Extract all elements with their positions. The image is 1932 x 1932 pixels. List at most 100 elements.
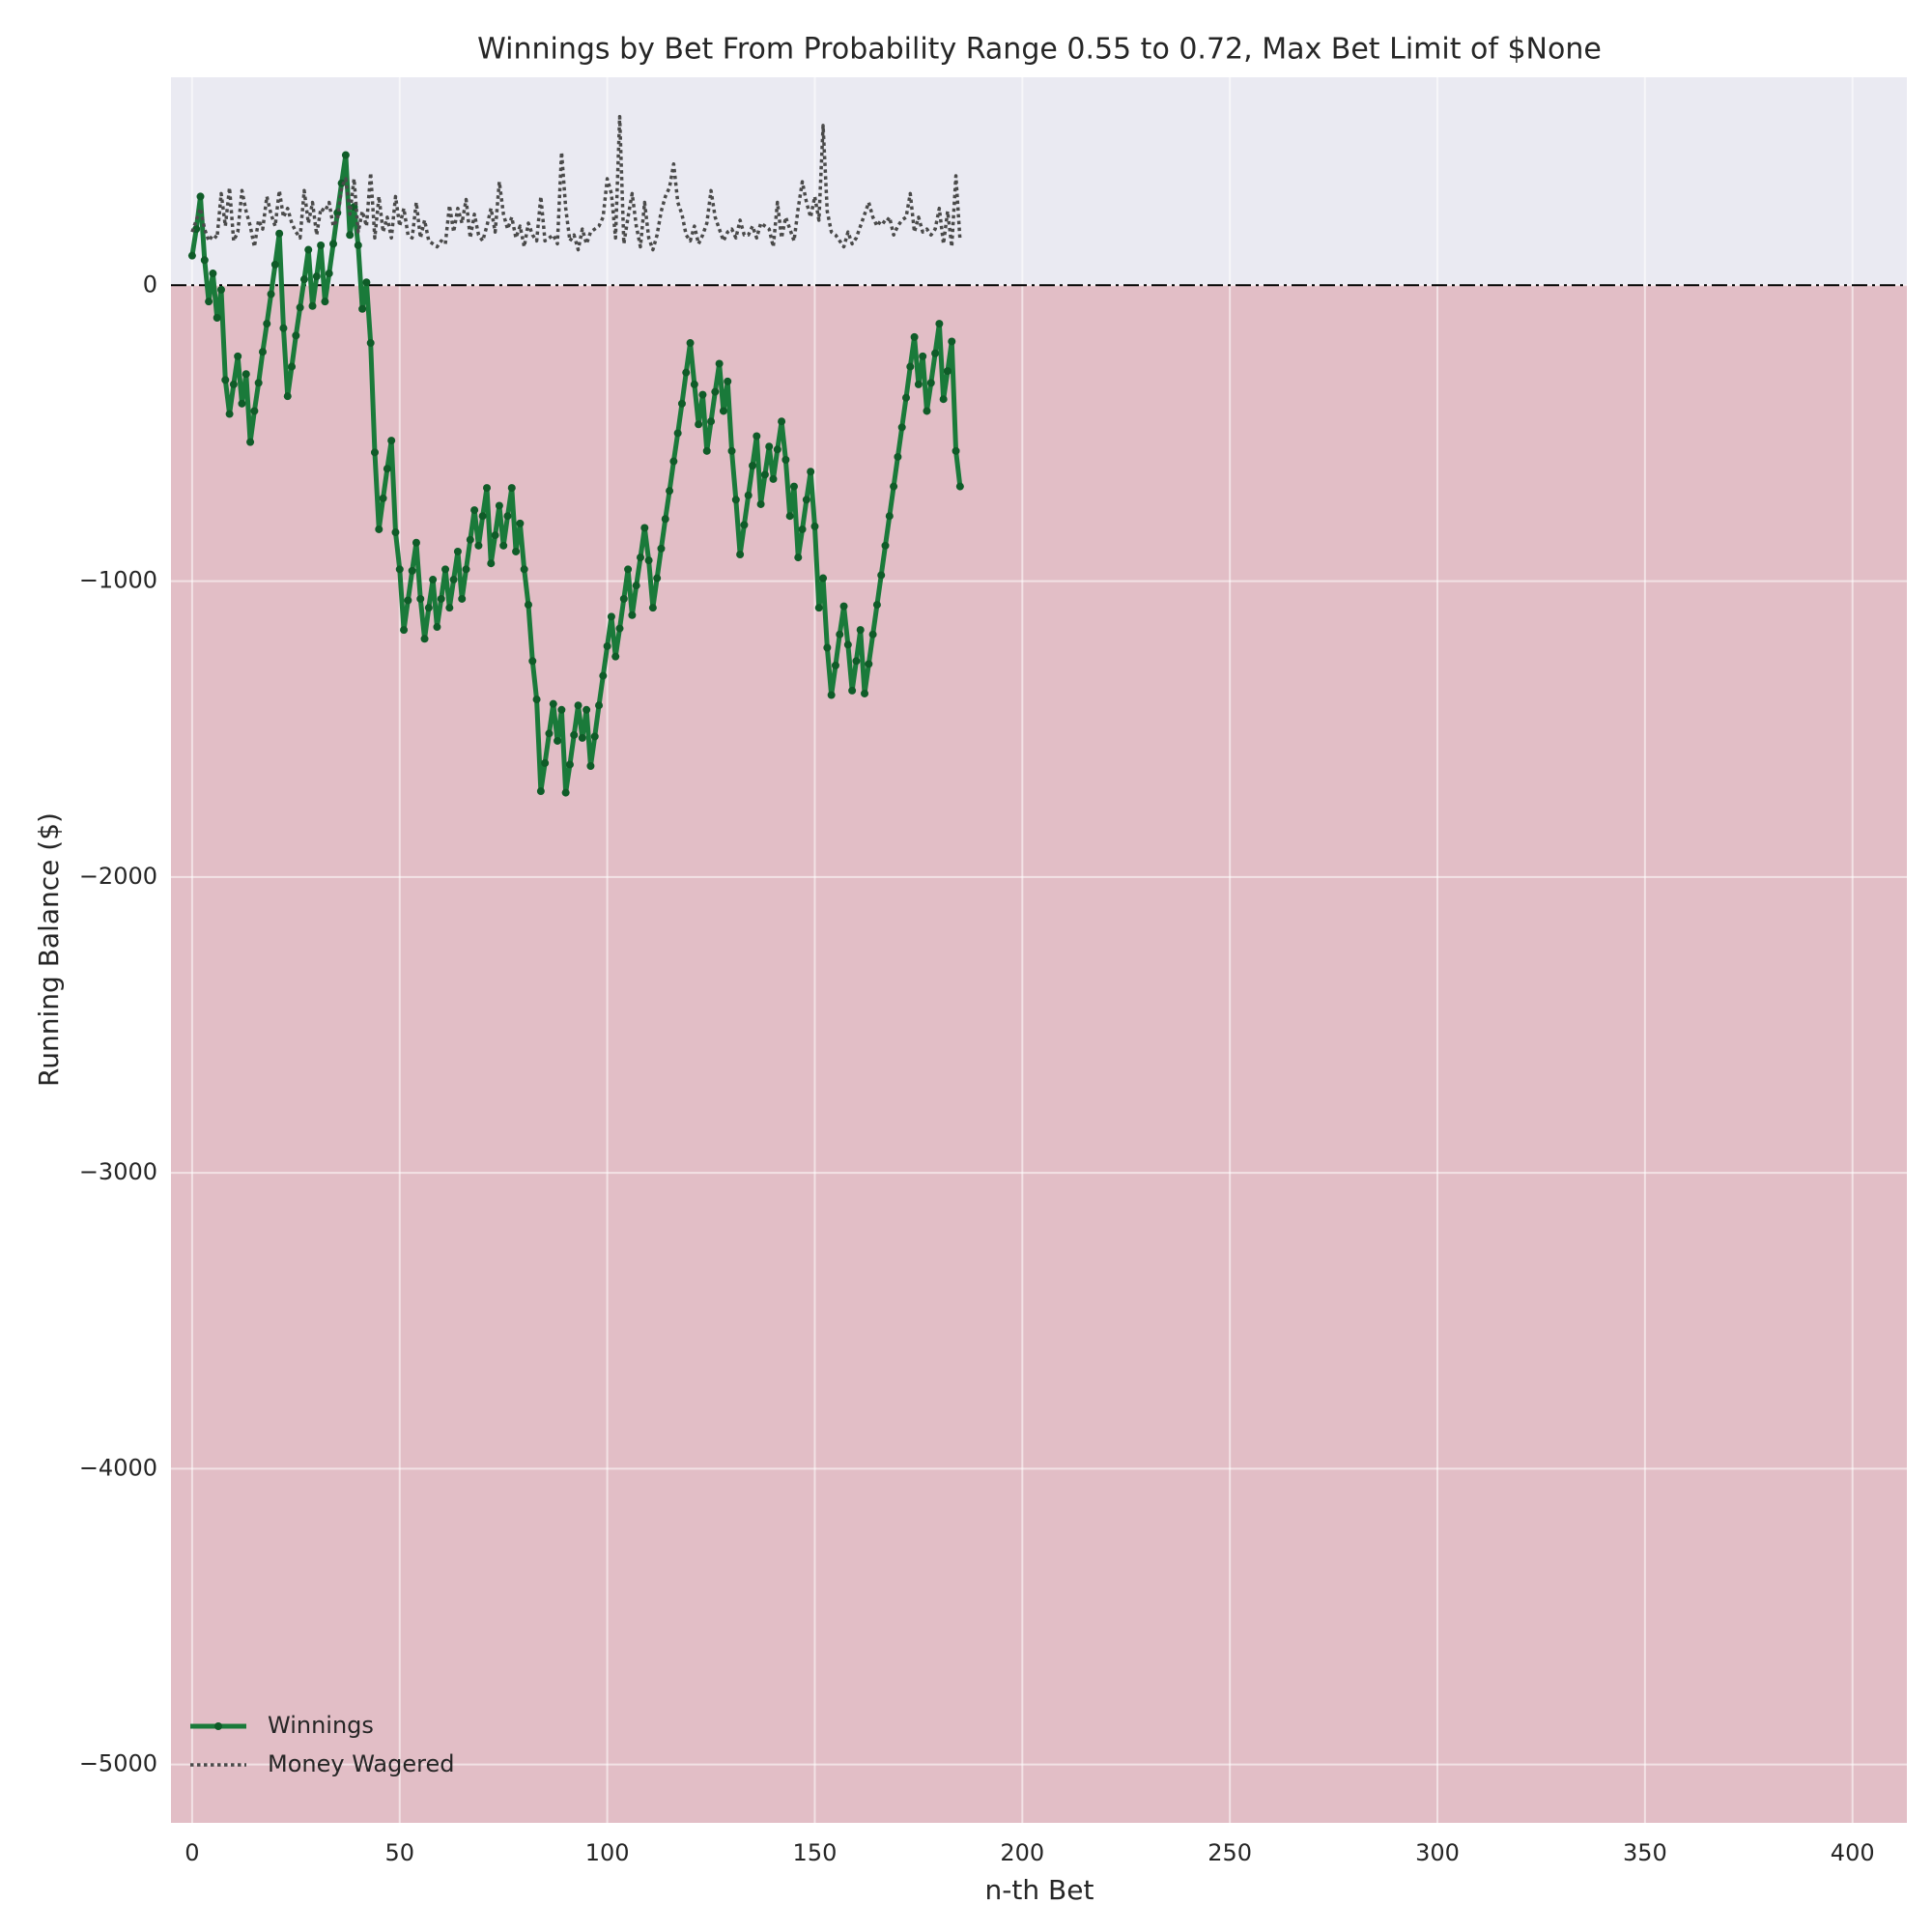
series-marker	[897, 423, 906, 432]
series-marker	[624, 565, 633, 574]
series-marker	[242, 370, 250, 379]
chart-title: Winnings by Bet From Probability Range 0…	[477, 33, 1602, 67]
series-marker	[304, 245, 313, 254]
series-marker	[890, 482, 898, 491]
series-marker	[955, 482, 964, 491]
x-tick-label: 150	[793, 1839, 838, 1866]
series-marker	[308, 301, 317, 310]
series-marker	[881, 541, 890, 550]
series-marker	[856, 626, 865, 635]
series-marker	[644, 556, 653, 565]
series-marker	[640, 524, 649, 532]
series-marker	[632, 582, 640, 590]
series-marker	[187, 251, 196, 260]
series-marker	[312, 272, 321, 281]
series-marker	[661, 515, 669, 524]
series-marker	[250, 407, 259, 415]
x-tick-label: 50	[384, 1839, 414, 1866]
series-marker	[296, 303, 304, 312]
x-tick-label: 350	[1623, 1839, 1667, 1866]
series-marker	[420, 635, 429, 643]
y-tick-label: −1000	[79, 567, 157, 594]
series-marker	[686, 339, 695, 348]
series-marker	[358, 304, 367, 313]
series-marker	[429, 576, 438, 584]
series-marker	[370, 448, 379, 457]
series-marker	[935, 320, 944, 328]
series-marker	[727, 446, 736, 455]
series-marker	[749, 462, 757, 470]
series-marker	[628, 611, 637, 619]
series-marker	[449, 576, 458, 584]
series-marker	[437, 594, 445, 603]
series-marker	[814, 604, 823, 612]
series-marker	[901, 393, 910, 402]
series-marker	[375, 525, 384, 533]
series-marker	[574, 701, 582, 710]
series-marker	[781, 456, 790, 465]
legend-marker	[214, 1722, 222, 1730]
series-marker	[200, 256, 209, 265]
series-marker	[554, 736, 562, 745]
series-marker	[229, 380, 238, 388]
series-marker	[192, 225, 201, 234]
series-marker	[507, 484, 516, 493]
series-marker	[760, 470, 769, 479]
series-marker	[707, 417, 716, 426]
series-marker	[299, 275, 308, 284]
series-marker	[470, 506, 479, 515]
series-marker	[807, 468, 815, 476]
y-tick-label: −3000	[79, 1158, 157, 1185]
series-marker	[254, 379, 263, 387]
series-marker	[283, 392, 292, 401]
series-marker	[827, 691, 836, 699]
series-marker	[952, 446, 960, 455]
series-marker	[325, 270, 333, 278]
series-marker	[578, 733, 586, 742]
series-marker	[404, 596, 412, 605]
series-marker	[512, 547, 521, 555]
series-marker	[499, 541, 508, 550]
x-axis-label: n-th Bet	[985, 1874, 1094, 1906]
series-marker	[279, 324, 288, 332]
series-marker	[690, 380, 698, 388]
series-marker	[292, 331, 300, 340]
series-marker	[765, 442, 774, 451]
series-marker	[778, 417, 786, 426]
series-marker	[939, 395, 948, 404]
series-marker	[852, 657, 861, 666]
series-marker	[794, 554, 803, 562]
series-marker	[528, 657, 537, 666]
series-marker	[524, 601, 532, 610]
series-marker	[561, 788, 570, 797]
y-tick-label: −2000	[79, 863, 157, 890]
series-marker	[275, 229, 284, 238]
series-marker	[391, 528, 400, 537]
series-marker	[267, 290, 275, 298]
series-marker	[798, 525, 807, 533]
x-tick-label: 400	[1831, 1839, 1875, 1866]
series-marker	[744, 491, 753, 499]
series-marker	[848, 686, 857, 695]
series-marker	[919, 352, 927, 360]
series-marker	[445, 604, 454, 612]
series-marker	[861, 689, 869, 697]
series-marker	[586, 761, 595, 770]
series-marker	[677, 399, 686, 408]
series-marker	[785, 512, 794, 521]
series-marker	[557, 705, 566, 714]
series-marker	[868, 630, 877, 639]
series-marker	[865, 660, 873, 668]
series-marker	[516, 519, 525, 527]
x-tick-label: 200	[1000, 1839, 1044, 1866]
series-marker	[615, 624, 624, 633]
series-marker	[478, 512, 487, 521]
series-marker	[354, 241, 362, 249]
series-marker	[433, 623, 441, 632]
series-marker	[379, 494, 387, 502]
series-marker	[205, 298, 213, 306]
series-marker	[570, 730, 579, 739]
series-marker	[541, 758, 550, 767]
series-marker	[466, 535, 474, 544]
